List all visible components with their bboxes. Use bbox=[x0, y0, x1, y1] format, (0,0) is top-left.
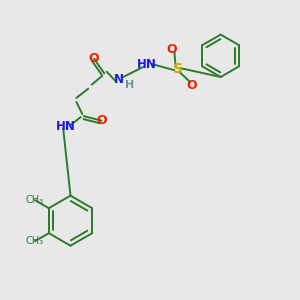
Text: O: O bbox=[96, 114, 107, 127]
Text: S: S bbox=[173, 62, 183, 76]
Text: O: O bbox=[167, 44, 177, 56]
Text: CH₃: CH₃ bbox=[26, 236, 44, 246]
Text: HN: HN bbox=[137, 58, 157, 71]
Text: H: H bbox=[125, 80, 134, 90]
Text: O: O bbox=[186, 79, 196, 92]
Text: N: N bbox=[114, 73, 124, 86]
Text: HN: HN bbox=[56, 120, 76, 133]
Text: CH₃: CH₃ bbox=[26, 195, 44, 205]
Text: O: O bbox=[89, 52, 99, 65]
